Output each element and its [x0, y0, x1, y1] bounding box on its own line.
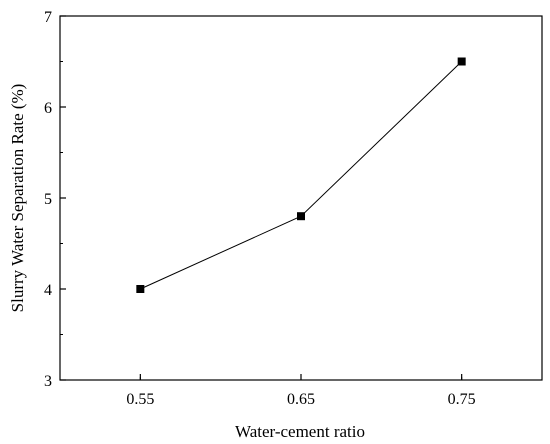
series-layer — [136, 57, 466, 293]
series-line — [140, 61, 463, 290]
y-tick-label: 6 — [44, 100, 52, 117]
x-axis-title: Water-cement ratio — [235, 422, 365, 441]
data-point — [297, 212, 305, 221]
y-tick-label: 7 — [44, 9, 52, 26]
data-point — [136, 285, 145, 293]
y-tick-label: 3 — [44, 373, 52, 390]
y-axis-title: Slurry Water Separation Rate (%) — [8, 84, 27, 313]
y-axis-ticks: 3 4 5 6 7 — [44, 9, 66, 390]
plot-frame — [59, 15, 543, 381]
x-tick-label: 0.55 — [126, 391, 154, 408]
data-point — [457, 57, 466, 66]
x-tick-label: 0.75 — [448, 391, 476, 408]
y-tick-label: 4 — [44, 282, 52, 299]
x-axis-ticks: 0.55 0.65 0.75 — [126, 374, 476, 408]
x-tick-label: 0.65 — [287, 391, 315, 408]
y-tick-label: 5 — [44, 191, 52, 208]
